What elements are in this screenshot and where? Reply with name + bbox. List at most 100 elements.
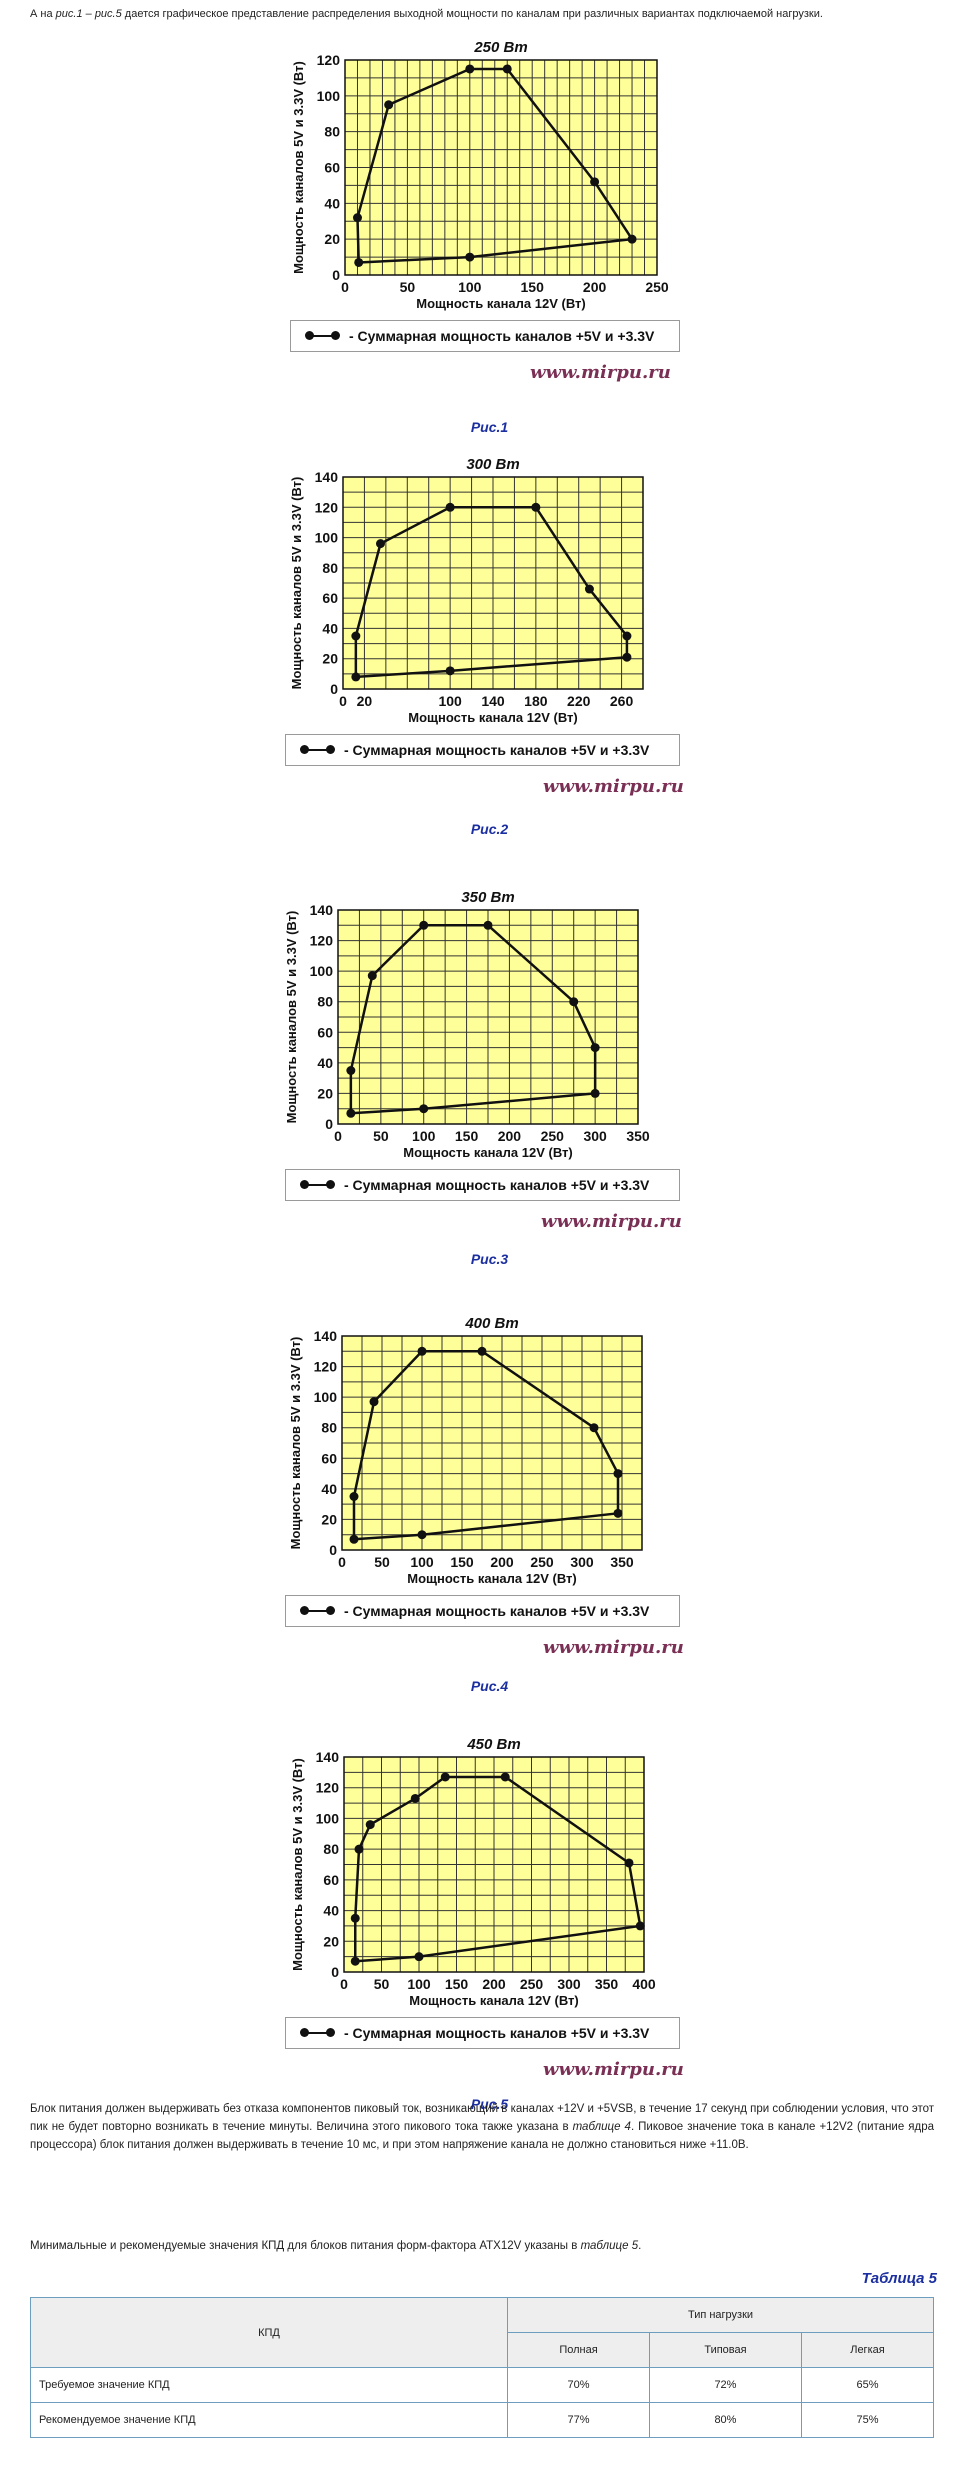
intro-dash: – xyxy=(82,8,95,20)
y-tick-label: 120 xyxy=(316,1780,340,1796)
watermark: www.mirpu.ru xyxy=(543,1637,684,1658)
figure-3: 350 Вт 0 50 100 150 200 250 300 350 0 20 40 60 80 100 1… xyxy=(0,890,979,1310)
data-point xyxy=(635,1921,645,1931)
legend-line xyxy=(302,2032,334,2034)
series-line xyxy=(349,924,597,1115)
row-value: 77% xyxy=(507,2402,650,2438)
figure-4: 400 Вт 0 50 100 150 200 250 300 350 0 20 40 60 80 100 1… xyxy=(0,1312,979,1732)
header-kpd: КПД xyxy=(30,2297,508,2368)
data-point xyxy=(465,64,475,74)
intro-ref-fig5: рис.5 xyxy=(94,8,122,20)
x-tick-label: 20 xyxy=(357,693,373,709)
table-title: Таблица 5 xyxy=(861,2270,937,2287)
data-point xyxy=(590,1043,600,1053)
series-line xyxy=(354,506,629,679)
y-tick-label: 60 xyxy=(324,160,340,176)
legend: - Суммарная мощность каналов +5V и +3.3V xyxy=(285,1595,680,1627)
legend-marker xyxy=(331,331,340,340)
data-point xyxy=(613,1469,623,1479)
legend-marker xyxy=(300,1606,309,1615)
data-point xyxy=(417,1346,427,1356)
x-tick-label: 140 xyxy=(481,693,505,709)
data-point xyxy=(589,1423,599,1433)
y-tick-label: 60 xyxy=(321,1450,337,1466)
paragraph1-text-a: Блок питания должен выдерживать без отка… xyxy=(30,2103,934,2133)
y-tick-label: 80 xyxy=(317,994,333,1010)
y-tick-label: 0 xyxy=(330,681,338,697)
paragraph1-text-b: . Пиковое значение тока в канале +12V2 (… xyxy=(30,2121,934,2151)
watermark: www.mirpu.ru xyxy=(543,2059,684,2080)
data-point xyxy=(346,1108,356,1118)
y-tick-label: 20 xyxy=(321,1511,337,1527)
y-tick-label: 0 xyxy=(331,1964,339,1980)
y-tick-label: 20 xyxy=(324,231,340,247)
y-tick-label: 140 xyxy=(315,469,339,485)
figure-caption: Рис.4 xyxy=(470,1678,509,1694)
y-tick-label: 140 xyxy=(310,902,334,918)
y-axis-label: Мощность каналов 5V и 3.3V (Вт) xyxy=(289,477,304,690)
plot-frame xyxy=(337,909,639,1125)
data-point xyxy=(502,64,512,74)
data-point xyxy=(354,257,364,267)
y-tick-label: 100 xyxy=(316,1810,340,1826)
data-point xyxy=(349,1492,359,1501)
chart-title: 350 Вт xyxy=(461,890,514,906)
x-axis-label: Мощность канала 12V (Вт) xyxy=(408,710,577,725)
intro-ref-fig1: рис.1 xyxy=(55,8,83,20)
legend-marker xyxy=(326,1606,335,1615)
legend-line xyxy=(302,1610,334,1612)
chart-svg: 300 Вт 0 20 100 140 180 220 260 0 20 40 60 80 100 120 1… xyxy=(289,456,644,725)
x-tick-label: 0 xyxy=(340,1976,348,1992)
header-load-typical: Типовая xyxy=(648,2332,802,2368)
row-name: Рекомендуемое значение КПД xyxy=(30,2402,508,2438)
x-tick-label: 260 xyxy=(610,693,634,709)
data-point xyxy=(419,920,429,930)
data-point xyxy=(500,1772,510,1782)
y-tick-label: 20 xyxy=(323,1933,339,1949)
y-tick-label: 100 xyxy=(310,963,334,979)
paragraph2-text-a: Минимальные и рекомендуемые значения КПД… xyxy=(30,2240,581,2252)
x-tick-label: 250 xyxy=(520,1976,544,1992)
data-point xyxy=(419,1104,429,1114)
legend-label: - Суммарная мощность каналов +5V и +3.3V xyxy=(349,328,655,344)
x-tick-label: 100 xyxy=(410,1554,434,1570)
y-tick-label: 0 xyxy=(329,1542,337,1558)
x-tick-label: 220 xyxy=(567,693,591,709)
y-tick-label: 80 xyxy=(323,1841,339,1857)
x-tick-label: 100 xyxy=(438,693,462,709)
y-tick-label: 20 xyxy=(317,1085,333,1101)
intro-suffix: дается графическое представление распред… xyxy=(121,8,823,20)
y-tick-label: 40 xyxy=(322,620,338,636)
x-tick-label: 50 xyxy=(400,279,416,295)
table-row: Рекомендуемое значение КПД 77% 80% 75% xyxy=(30,2402,935,2438)
data-point xyxy=(384,100,394,110)
efficiency-table: КПД Тип нагрузки Полная Типовая Легкая Т… xyxy=(30,2297,935,2438)
data-point xyxy=(417,1530,427,1540)
x-tick-label: 100 xyxy=(407,1976,431,1992)
y-tick-label: 140 xyxy=(316,1749,340,1765)
x-tick-label: 250 xyxy=(530,1554,554,1570)
data-point xyxy=(624,1858,634,1868)
row-value: 65% xyxy=(800,2367,935,2403)
y-tick-label: 120 xyxy=(317,52,341,68)
x-tick-label: 250 xyxy=(645,279,669,295)
figure-5: 450 Вт 0 50 100 150 200 250 300 350 400 0 20 40 60 80 1… xyxy=(0,1732,979,2152)
row-name: Требуемое значение КПД xyxy=(30,2367,508,2403)
legend-label: - Суммарная мощность каналов +5V и +3.3V xyxy=(344,742,650,758)
data-point xyxy=(531,502,541,512)
x-tick-label: 200 xyxy=(490,1554,514,1570)
header-load-light: Легкая xyxy=(800,2332,935,2368)
y-tick-label: 40 xyxy=(323,1903,339,1919)
x-tick-label: 150 xyxy=(445,1976,469,1992)
data-point xyxy=(613,1508,623,1518)
x-tick-label: 350 xyxy=(626,1128,650,1144)
legend-marker xyxy=(300,1180,309,1189)
legend-marker xyxy=(305,331,314,340)
data-point xyxy=(352,213,362,223)
x-tick-label: 300 xyxy=(583,1128,607,1144)
chart-svg: 350 Вт 0 50 100 150 200 250 300 350 0 20 40 60 80 100 1… xyxy=(284,890,650,1160)
data-point xyxy=(445,666,455,676)
data-point xyxy=(584,584,594,594)
y-tick-label: 0 xyxy=(332,267,340,283)
x-axis-label: Мощность канала 12V (Вт) xyxy=(409,1993,578,2008)
